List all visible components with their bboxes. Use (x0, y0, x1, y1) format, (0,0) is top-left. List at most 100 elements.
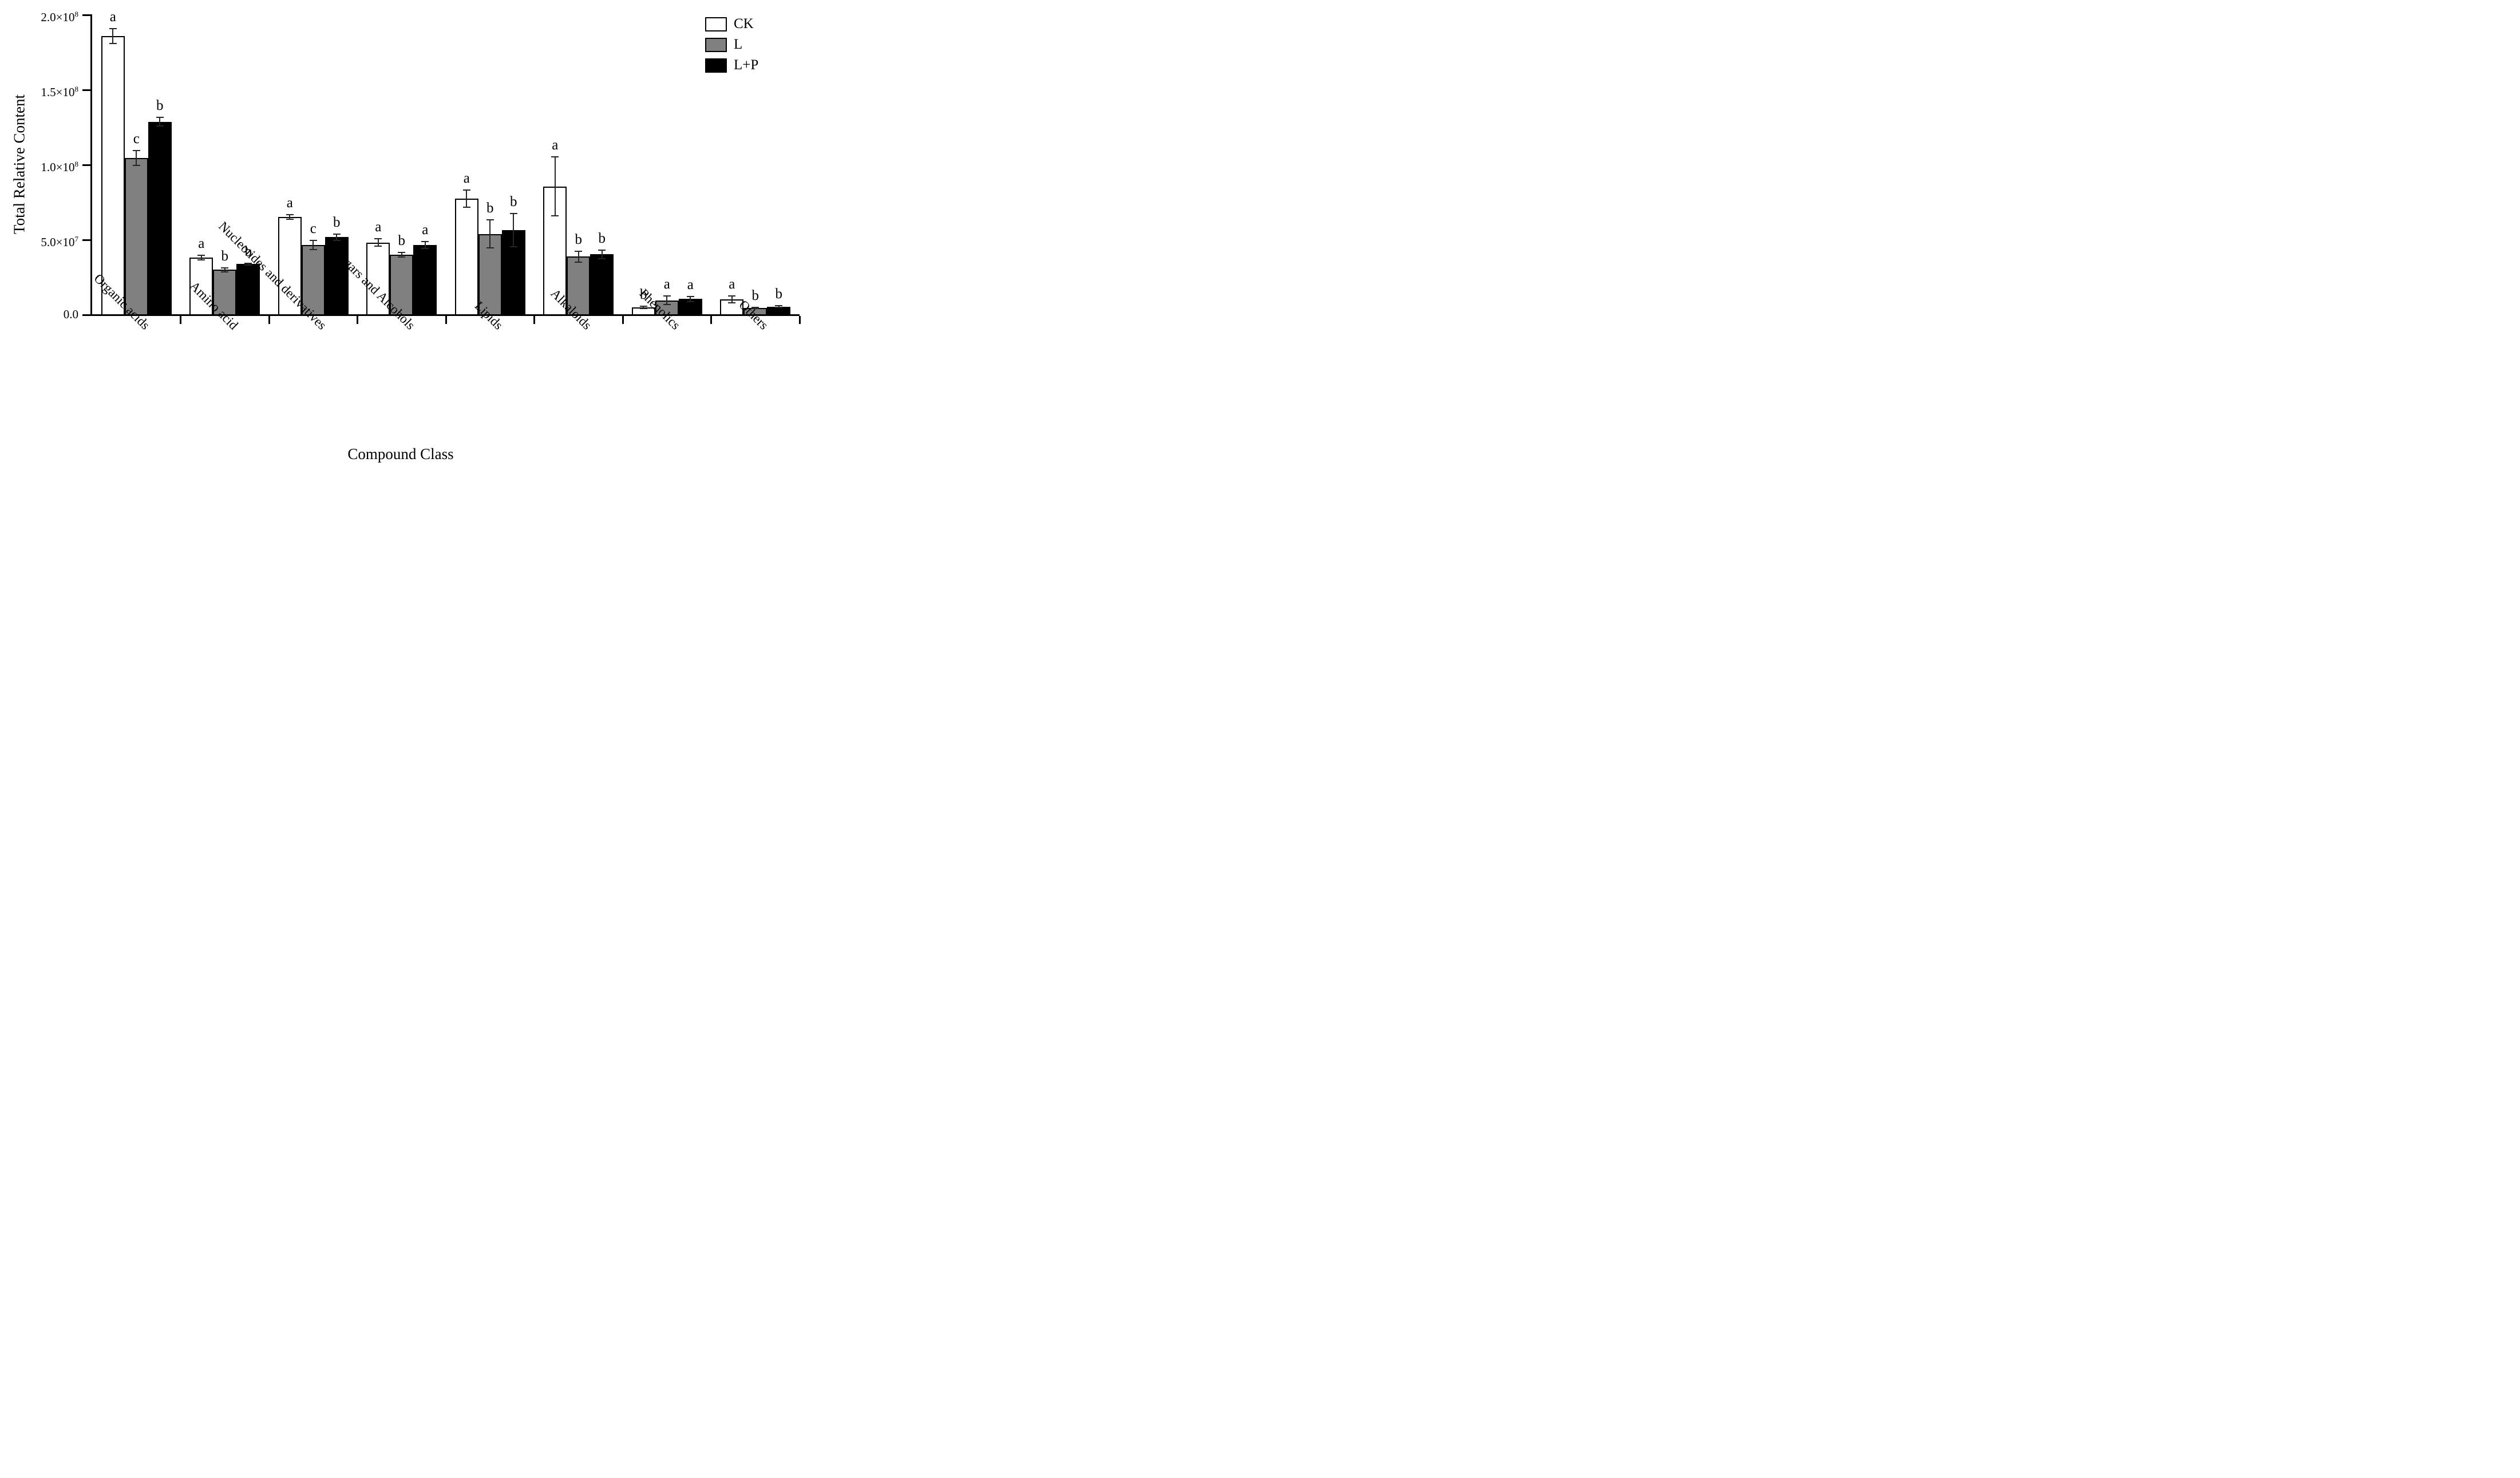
error-bar (336, 234, 338, 240)
y-tick-label: 5.0×107 (41, 235, 78, 249)
error-bar-cap-top (686, 295, 694, 297)
significance-letter: b (775, 286, 783, 302)
error-bar-cap-bottom (197, 259, 205, 261)
x-axis-title: Compound Class (347, 445, 454, 463)
error-bar-cap-top (221, 267, 229, 269)
bar-l-p-phenolics (678, 299, 702, 315)
error-bar-cap-top (132, 149, 140, 151)
error-bar-cap-top (374, 238, 382, 239)
error-bar-cap-top (551, 156, 559, 158)
error-bar-cap-bottom (156, 125, 164, 127)
error-bar-cap-bottom (398, 256, 406, 258)
error-bar-cap-top (197, 254, 205, 256)
bar-l-p-nucleotides-and-derivatives (325, 237, 349, 315)
error-bar (554, 157, 556, 216)
error-bar (424, 241, 426, 248)
significance-letter: b (598, 231, 606, 247)
significance-letter: a (552, 137, 559, 153)
significance-letter: b (333, 214, 341, 230)
significance-letter: b (244, 243, 252, 259)
error-bar-cap-bottom (462, 206, 470, 208)
significance-letter: a (729, 276, 735, 292)
error-bar-cap-top (421, 240, 429, 242)
significance-letter: b (398, 233, 406, 249)
error-bar (377, 238, 379, 247)
error-bar (731, 295, 733, 303)
significance-letter: b (486, 200, 494, 216)
error-bar-cap-top (639, 305, 647, 307)
legend-label: CK (734, 16, 754, 31)
x-tick (533, 316, 535, 324)
significance-letter: b (575, 231, 583, 247)
x-tick (445, 316, 447, 324)
y-tick-label: 0.0 (63, 307, 78, 321)
error-bar-cap-bottom (109, 43, 117, 45)
error-bar-cap-top (109, 27, 117, 29)
error-bar-cap-bottom (575, 261, 583, 263)
significance-letter: c (310, 221, 317, 237)
error-bar-cap-bottom (221, 271, 229, 272)
bar-ck-sugars-and-alcohols (366, 242, 390, 315)
y-tick (82, 239, 90, 241)
error-bar (643, 306, 644, 309)
error-bar-cap-bottom (551, 215, 559, 216)
bar-l-p-alkaloids (590, 254, 614, 315)
significance-letter: b (640, 286, 647, 302)
error-bar-cap-bottom (751, 308, 759, 310)
error-bar-cap-bottom (286, 218, 294, 220)
error-bar-cap-bottom (663, 304, 671, 306)
bar-l-nucleotides-and-derivatives (301, 245, 325, 315)
error-bar-cap-bottom (132, 165, 140, 167)
legend-swatch (705, 38, 727, 52)
error-bar-cap-top (156, 117, 164, 118)
y-axis-line (90, 14, 92, 316)
legend-row-l: L (705, 37, 797, 52)
error-bar (778, 306, 780, 308)
bar-ck-nucleotides-and-derivatives (278, 216, 302, 315)
error-bar-cap-bottom (728, 302, 736, 303)
significance-letter: a (687, 276, 694, 293)
error-bar-cap-bottom (244, 264, 252, 266)
error-bar (466, 189, 468, 207)
error-bar-cap-bottom (486, 247, 494, 249)
bar-ck-lipids (454, 198, 478, 315)
significance-letter: a (286, 195, 293, 211)
significance-letter: b (156, 98, 164, 114)
bar-ck-organic-acids (101, 35, 125, 315)
x-tick (357, 316, 358, 324)
error-bar (690, 296, 691, 302)
bar-l-p-amino-acid (236, 264, 260, 315)
x-tick (710, 316, 712, 324)
legend-row-l-p: L+P (705, 57, 797, 73)
significance-letter: a (375, 219, 382, 235)
error-bar-cap-top (728, 295, 736, 297)
error-bar-cap-bottom (374, 246, 382, 247)
error-bar-cap-top (286, 214, 294, 215)
bar-l-p-sugars-and-alcohols (413, 244, 437, 315)
bar-l-p-organic-acids (148, 121, 172, 315)
error-bar (247, 263, 249, 265)
error-bar (200, 255, 202, 260)
error-bar (666, 296, 668, 305)
significance-letter: a (463, 170, 470, 186)
error-bar-cap-bottom (509, 246, 517, 247)
x-tick (798, 316, 801, 324)
error-bar-cap-bottom (421, 247, 429, 249)
error-bar-cap-top (462, 189, 470, 191)
error-bar (489, 219, 491, 248)
x-axis-line (90, 314, 800, 316)
y-tick-label: 2.0×108 (41, 10, 78, 24)
significance-letter: a (663, 276, 670, 293)
error-bar-cap-top (775, 305, 783, 307)
y-tick (82, 89, 90, 91)
bar-l-alkaloids (567, 256, 591, 315)
error-bar (159, 117, 161, 126)
error-bar-cap-bottom (598, 258, 606, 259)
significance-letter: b (510, 193, 517, 210)
error-bar-cap-bottom (333, 239, 341, 241)
error-bar-cap-top (244, 262, 252, 264)
legend-row-ck: CK (705, 16, 797, 31)
significance-letter: c (133, 131, 140, 147)
error-bar-cap-top (598, 250, 606, 251)
significance-letter: b (221, 248, 229, 264)
